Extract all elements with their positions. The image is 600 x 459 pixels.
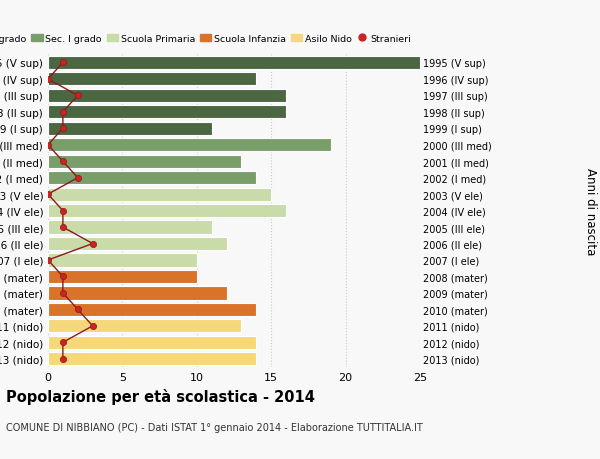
Bar: [48, 73, 256, 86]
Bar: [48, 287, 227, 300]
Bar: [48, 254, 197, 267]
Bar: [48, 270, 197, 283]
Legend: Sec. II grado, Sec. I grado, Scuola Primaria, Scuola Infanzia, Asilo Nido, Stran: Sec. II grado, Sec. I grado, Scuola Prim…: [0, 31, 415, 47]
Bar: [48, 336, 256, 349]
Bar: [48, 123, 212, 135]
Text: Anni di nascita: Anni di nascita: [584, 168, 597, 255]
Bar: [48, 172, 256, 185]
Text: Popolazione per età scolastica - 2014: Popolazione per età scolastica - 2014: [6, 388, 315, 404]
Bar: [48, 205, 286, 218]
Bar: [48, 221, 212, 234]
Bar: [48, 155, 241, 168]
Bar: [48, 188, 271, 202]
Bar: [48, 90, 286, 103]
Bar: [48, 319, 241, 333]
Bar: [48, 139, 331, 152]
Bar: [48, 353, 256, 365]
Bar: [48, 303, 256, 316]
Bar: [48, 237, 227, 251]
Bar: [48, 106, 286, 119]
Text: COMUNE DI NIBBIANO (PC) - Dati ISTAT 1° gennaio 2014 - Elaborazione TUTTITALIA.I: COMUNE DI NIBBIANO (PC) - Dati ISTAT 1° …: [6, 422, 423, 432]
Bar: [48, 57, 420, 70]
